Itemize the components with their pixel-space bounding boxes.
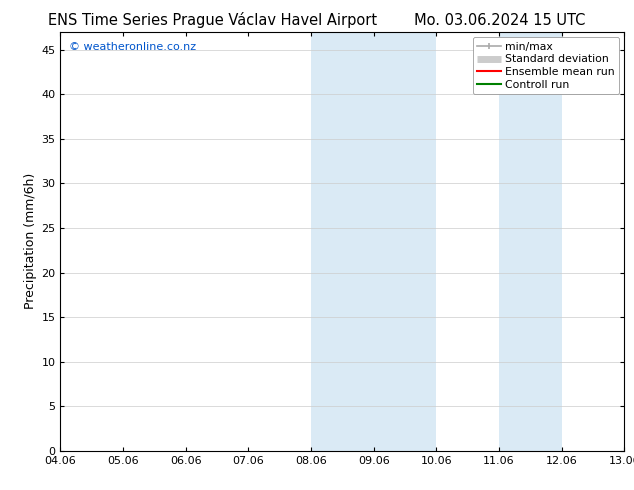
Text: ENS Time Series Prague Václav Havel Airport        Mo. 03.06.2024 15 UTC: ENS Time Series Prague Václav Havel Airp…: [48, 12, 586, 28]
Y-axis label: Precipitation (mm/6h): Precipitation (mm/6h): [24, 173, 37, 310]
Legend: min/max, Standard deviation, Ensemble mean run, Controll run: min/max, Standard deviation, Ensemble me…: [472, 37, 619, 94]
Bar: [499, 32, 562, 451]
Bar: [311, 32, 373, 451]
Bar: [373, 32, 436, 451]
Text: © weatheronline.co.nz: © weatheronline.co.nz: [68, 42, 196, 52]
